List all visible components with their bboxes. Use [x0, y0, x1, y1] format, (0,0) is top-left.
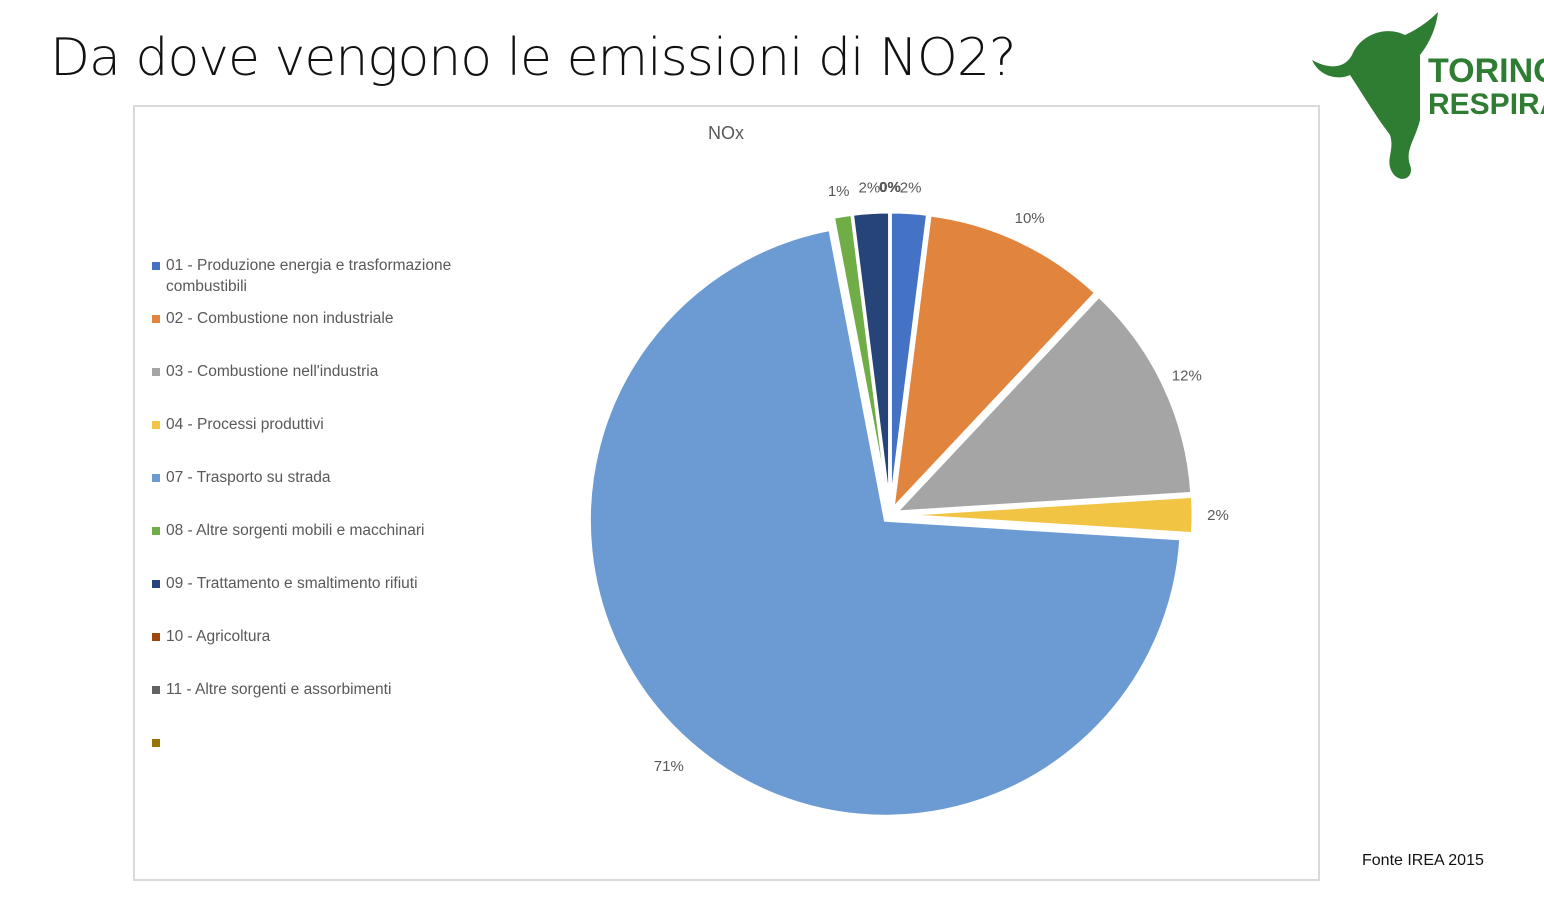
legend-swatch — [152, 686, 160, 694]
legend-swatch — [152, 739, 160, 747]
legend-label: 08 - Altre sorgenti mobili e macchinari — [166, 522, 425, 539]
legend-label: 11 - Altre sorgenti e assorbimenti — [166, 681, 392, 698]
chart-title: NOx — [708, 123, 744, 143]
data-label: 0% — [879, 179, 901, 196]
data-label: 12% — [1172, 367, 1202, 384]
chart-frame — [133, 105, 1320, 881]
data-label: 1% — [828, 183, 850, 200]
legend-swatch — [152, 315, 160, 323]
legend-swatch — [152, 474, 160, 482]
legend-label: 04 - Processi produttivi — [166, 416, 324, 433]
legend-item: 10 - Agricoltura — [152, 626, 482, 679]
legend-swatch — [152, 527, 160, 535]
data-label: 2% — [900, 180, 922, 197]
data-label: 2% — [1207, 507, 1229, 524]
pie-slice — [587, 227, 1183, 818]
legend-item: 09 - Trattamento e smaltimento rifiuti — [152, 573, 482, 626]
pie-slice — [890, 213, 1098, 514]
legend-label: 07 - Trasporto su strada — [166, 469, 331, 486]
logo-text: TORINO — [1428, 52, 1544, 90]
legend-swatch — [152, 262, 160, 270]
data-label: 2% — [859, 180, 881, 197]
legend-label: 10 - Agricoltura — [166, 628, 271, 645]
legend-item: 07 - Trasporto su strada — [152, 467, 482, 520]
data-label: 71% — [654, 758, 684, 775]
legend-swatch — [152, 421, 160, 429]
legend-label: 01 - Produzione energia e trasformazione… — [166, 257, 452, 295]
logo-text: RESPIRA — [1428, 88, 1544, 121]
legend-label: 09 - Trattamento e smaltimento rifiuti — [166, 575, 418, 592]
legend-item: 04 - Processi produttivi — [152, 414, 482, 467]
data-label: 0% — [879, 179, 901, 196]
legend-swatch — [152, 368, 160, 376]
legend: 01 - Produzione energia e trasformazione… — [152, 255, 482, 785]
legend-swatch — [152, 633, 160, 641]
legend-item — [152, 732, 482, 785]
legend-item: 02 - Combustione non industriale — [152, 308, 482, 361]
legend-item: 01 - Produzione energia e trasformazione… — [152, 255, 482, 308]
legend-item: 11 - Altre sorgenti e assorbimenti — [152, 679, 482, 732]
legend-item: 08 - Altre sorgenti mobili e macchinari — [152, 520, 482, 573]
slide-title: Da dove vengono le emissioni di NO2? — [50, 28, 1017, 88]
data-label: 10% — [1015, 210, 1045, 227]
data-label: 0% — [879, 179, 901, 196]
legend-label: 03 - Combustione nell'industria — [166, 363, 379, 380]
logo-shape — [1312, 12, 1438, 179]
pie-slice — [896, 494, 1195, 536]
legend-swatch — [152, 580, 160, 588]
pie-slice — [892, 294, 1194, 514]
source: Fonte IREA 2015 — [1362, 852, 1484, 869]
legend-item: 03 - Combustione nell'industria — [152, 361, 482, 414]
legend-label: 02 - Combustione non industriale — [166, 310, 394, 327]
pie: 2%10%12%2%71%1% 2%0%0%0% — [587, 179, 1229, 818]
logo: TORINO RESPIRA — [1312, 12, 1544, 179]
